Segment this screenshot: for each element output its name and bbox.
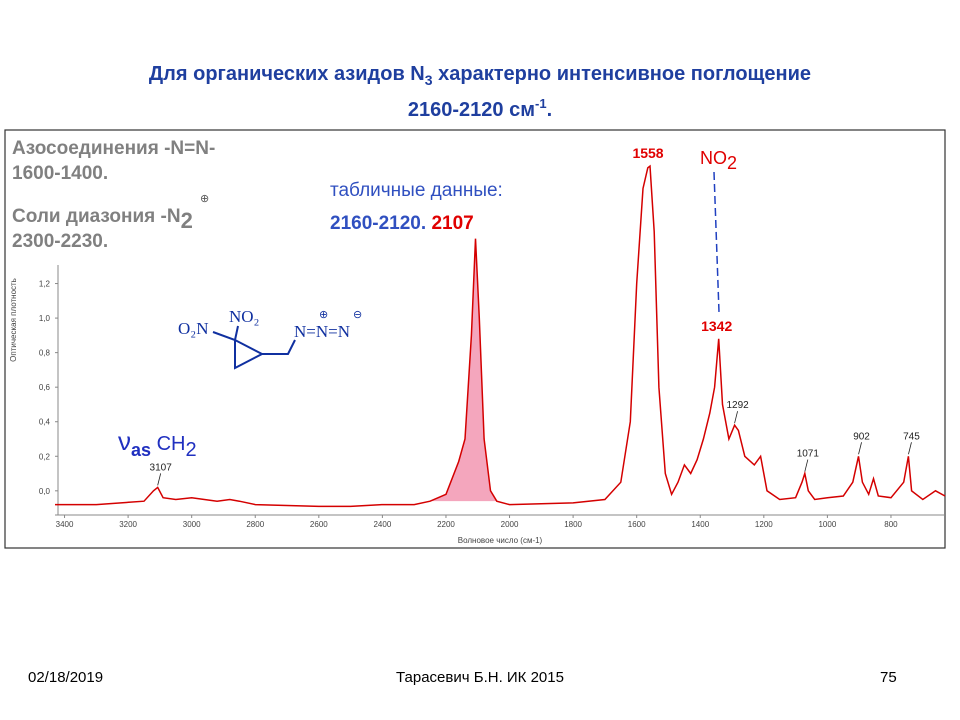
y-tick-label: 0,2 — [39, 452, 51, 461]
footer-date: 02/18/2019 — [28, 669, 103, 686]
note-part: 2160-2120. — [330, 213, 426, 234]
note: табличные данные: — [330, 180, 503, 201]
peak-label: 1071 — [797, 449, 820, 460]
y-tick-label: 1,2 — [39, 280, 51, 289]
bond — [262, 339, 296, 355]
y-tick-label: 1,0 — [39, 314, 51, 323]
x-tick-label: 2400 — [373, 520, 391, 529]
peak-leader — [908, 442, 912, 455]
x-tick-label: 3000 — [183, 520, 201, 529]
title-part: 2160-2120 см — [408, 99, 535, 121]
y-tick-label: 0,4 — [39, 418, 51, 427]
spectrum-line — [55, 164, 946, 508]
peak-label: 1292 — [726, 400, 749, 411]
note: νas CH2 — [118, 426, 197, 461]
peak-leader — [157, 473, 162, 486]
x-tick-label: 2600 — [310, 520, 328, 529]
title-part: . — [547, 99, 553, 121]
charge: ⊕ — [319, 309, 328, 321]
y-tick-label: 0,8 — [39, 349, 51, 358]
x-tick-label: 800 — [884, 520, 898, 529]
note: Азосоединения -N=N- — [12, 138, 215, 159]
x-tick-label: 2000 — [501, 520, 519, 529]
peak-leader — [858, 442, 862, 455]
note-sub: 2 — [727, 153, 737, 173]
note-part: NO — [700, 148, 727, 168]
atom: O₂N — [178, 319, 208, 338]
x-tick-label: 2200 — [437, 520, 455, 529]
note-part: Соли диазония -N — [12, 206, 181, 227]
x-tick-label: 1200 — [755, 520, 773, 529]
title-part: характерно интенсивное поглощение — [433, 63, 812, 85]
title-part: Для органических азидов N — [149, 63, 425, 85]
note-sub: 2 — [185, 439, 196, 461]
charge: ⊖ — [353, 309, 362, 321]
x-tick-label: 1000 — [818, 520, 836, 529]
x-axis-label: Волновое число (см-1) — [458, 536, 543, 545]
note: 1600-1400. — [12, 163, 108, 184]
bond — [234, 325, 239, 341]
note: NO2 — [700, 148, 737, 173]
title-line2: 2160-2120 см-1. — [408, 96, 552, 121]
atom: N=N=N — [294, 322, 350, 341]
x-tick-label: 1400 — [691, 520, 709, 529]
note-peak: 2107 — [431, 213, 473, 234]
molecule: O₂N NO₂ N=N=N ⊕ ⊖ — [178, 307, 362, 370]
peak-leader — [734, 411, 738, 424]
title-sub: 3 — [425, 72, 433, 88]
leader-line — [713, 171, 720, 313]
note: 2300-2230. — [12, 231, 108, 252]
y-tick-label: 0,6 — [39, 383, 51, 392]
atom: NO₂ — [229, 307, 259, 326]
bond — [212, 331, 265, 370]
y-tick-label: 0,0 — [39, 487, 51, 496]
peak-label: 745 — [903, 431, 920, 442]
note-part: CH — [151, 433, 185, 455]
note: 2160-2120. 2107 — [330, 213, 474, 234]
peak-label-red: 1558 — [632, 145, 663, 161]
y-axis-label: Оптическая плотность — [9, 278, 18, 362]
x-tick-label: 1600 — [628, 520, 646, 529]
band-fill — [430, 238, 497, 502]
note: Соли диазония -N2 — [12, 206, 193, 233]
note-sub: 2 — [181, 208, 193, 233]
charge: ⊕ — [200, 193, 209, 205]
x-tick-label: 1800 — [564, 520, 582, 529]
peak-label-red: 1342 — [701, 318, 732, 334]
chart-frame — [4, 129, 946, 549]
x-tick-label: 3200 — [119, 520, 137, 529]
title-line1: Для органических азидов N3 характерно ин… — [149, 63, 811, 88]
peak-label: 902 — [853, 431, 870, 442]
footer-page: 75 — [880, 669, 897, 686]
note-part: ν — [118, 426, 131, 456]
peak-label: 3107 — [150, 462, 173, 473]
x-tick-label: 3400 — [56, 520, 74, 529]
x-tick-label: 2800 — [246, 520, 264, 529]
title-sup: -1 — [535, 96, 547, 111]
note-sub: as — [131, 440, 151, 460]
footer-author: Тарасевич Б.Н. ИК 2015 — [396, 669, 564, 686]
peak-leader — [804, 459, 809, 472]
